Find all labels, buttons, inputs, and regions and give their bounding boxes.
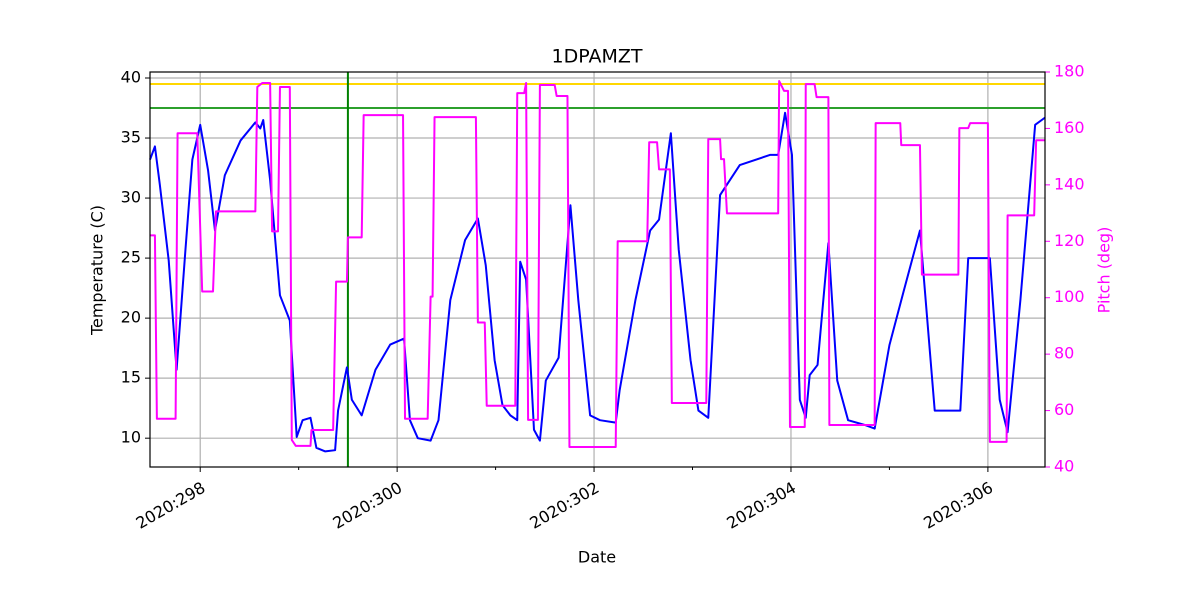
x-axis-label: Date — [578, 548, 616, 567]
y-tick-label: 30 — [121, 188, 141, 207]
series-line — [149, 111, 1046, 453]
x-tick-label: 2020:306 — [920, 478, 996, 533]
y2-tick-label: 80 — [1054, 344, 1074, 363]
x-tick-label: 2020:302 — [526, 478, 602, 533]
y-tick-label: 35 — [121, 128, 141, 147]
y-axis-label: Temperature (C) — [88, 205, 107, 336]
y2-tick-label: 180 — [1054, 62, 1085, 81]
y2-axis-label: Pitch (deg) — [1095, 227, 1114, 314]
x-tick-label: 2020:300 — [329, 478, 405, 533]
y2-tick-label: 60 — [1054, 400, 1074, 419]
y2-tick-label: 160 — [1054, 118, 1085, 137]
plot-frame — [149, 71, 1046, 468]
x-tick-label: 2020:304 — [723, 478, 799, 533]
y-tick-label: 25 — [121, 248, 141, 267]
y-tick-label: 40 — [121, 68, 141, 87]
y-tick-label: 10 — [121, 428, 141, 447]
y-tick-label: 20 — [121, 308, 141, 327]
y-tick-label: 15 — [121, 368, 141, 387]
x-tick-label: 2020:298 — [133, 478, 209, 533]
chart-title: 1DPAMZT — [552, 46, 643, 68]
y2-tick-label: 120 — [1054, 231, 1085, 250]
y2-tick-label: 100 — [1054, 287, 1085, 306]
series-line — [150, 80, 1045, 448]
y2-tick-label: 140 — [1054, 174, 1085, 193]
y2-tick-label: 40 — [1054, 457, 1074, 476]
